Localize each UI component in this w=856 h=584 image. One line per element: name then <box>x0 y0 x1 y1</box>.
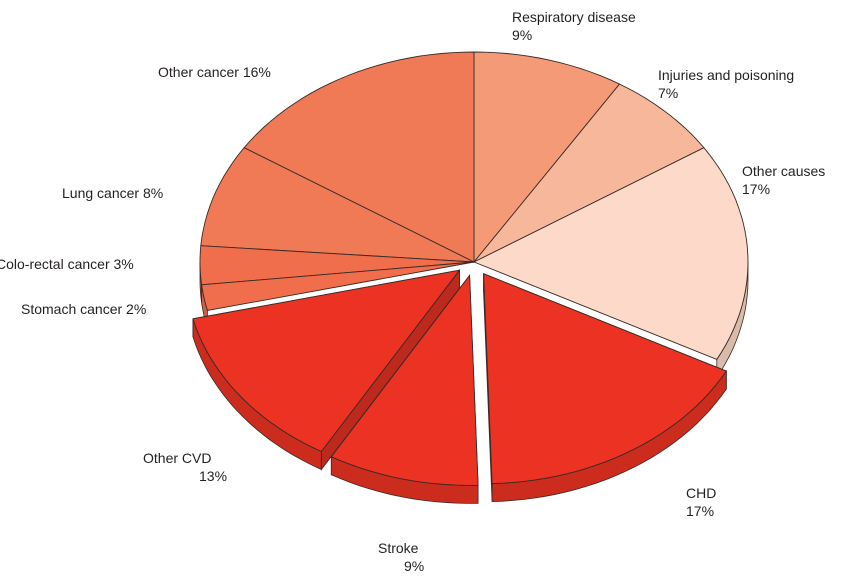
slice-respiratory-disease <box>473 51 621 264</box>
label-respiratory-disease: Respiratory disease 9% <box>512 8 636 44</box>
label-lung-text: Lung cancer 8% <box>62 185 164 201</box>
label-other-cancer-text: Other cancer 16% <box>158 64 271 80</box>
slice-chd <box>483 273 727 503</box>
label-colorectal-cancer: Colo-rectal cancer 3% <box>0 255 134 273</box>
slice-lung-cancer <box>200 147 475 263</box>
label-injuries-pct: 7% <box>658 85 679 101</box>
slice-top-chd <box>483 273 727 485</box>
slice-top-respiratory-disease <box>473 51 621 264</box>
label-other-cancer: Other cancer 16% <box>158 63 271 81</box>
label-other-cvd-name: Other CVD <box>143 450 212 466</box>
label-injuries-name: Injuries and poisoning <box>658 67 795 83</box>
label-other-causes-name: Other causes <box>742 163 826 179</box>
slice-top-lung-cancer <box>200 147 475 263</box>
label-other-causes-pct: 17% <box>742 181 771 197</box>
label-stroke-pct: 9% <box>404 558 425 574</box>
label-stroke-name: Stroke <box>378 540 419 556</box>
slice-top-other-cvd <box>192 269 461 453</box>
label-other-cvd-pct: 13% <box>199 468 228 484</box>
slice-other-cvd <box>192 269 461 471</box>
slice-top-stomach-cancer <box>201 261 475 312</box>
label-other-causes: Other causes 17% <box>742 162 825 198</box>
slice-colo-rectal-cancer <box>199 245 475 303</box>
label-other-cvd: Other CVD 13% <box>143 449 227 485</box>
label-chd-name: CHD <box>686 485 717 501</box>
slice-injuries-and-poisoning <box>473 83 705 263</box>
label-respiratory-pct: 9% <box>512 27 533 43</box>
label-injuries-poisoning: Injuries and poisoning 7% <box>658 66 794 102</box>
label-chd-pct: 17% <box>686 503 715 519</box>
slice-top-other-causes <box>472 147 749 360</box>
label-stroke: Stroke 9% <box>378 539 448 575</box>
slice-stroke <box>330 274 479 504</box>
pie-slices <box>192 51 749 504</box>
slice-top-injuries-and-poisoning <box>473 83 705 263</box>
label-chd: CHD 17% <box>686 484 716 520</box>
label-respiratory-name: Respiratory disease <box>512 9 636 25</box>
slice-top-stroke <box>330 274 479 486</box>
slice-other-cancer <box>243 51 475 263</box>
slice-top-colo-rectal-cancer <box>199 245 475 286</box>
label-stomach-text: Stomach cancer 2% <box>21 301 147 317</box>
label-lung-cancer: Lung cancer 8% <box>62 184 163 202</box>
label-stomach-cancer: Stomach cancer 2% <box>21 300 146 318</box>
label-colorectal-text: Colo-rectal cancer 3% <box>0 256 134 272</box>
slice-top-other-cancer <box>243 51 475 263</box>
